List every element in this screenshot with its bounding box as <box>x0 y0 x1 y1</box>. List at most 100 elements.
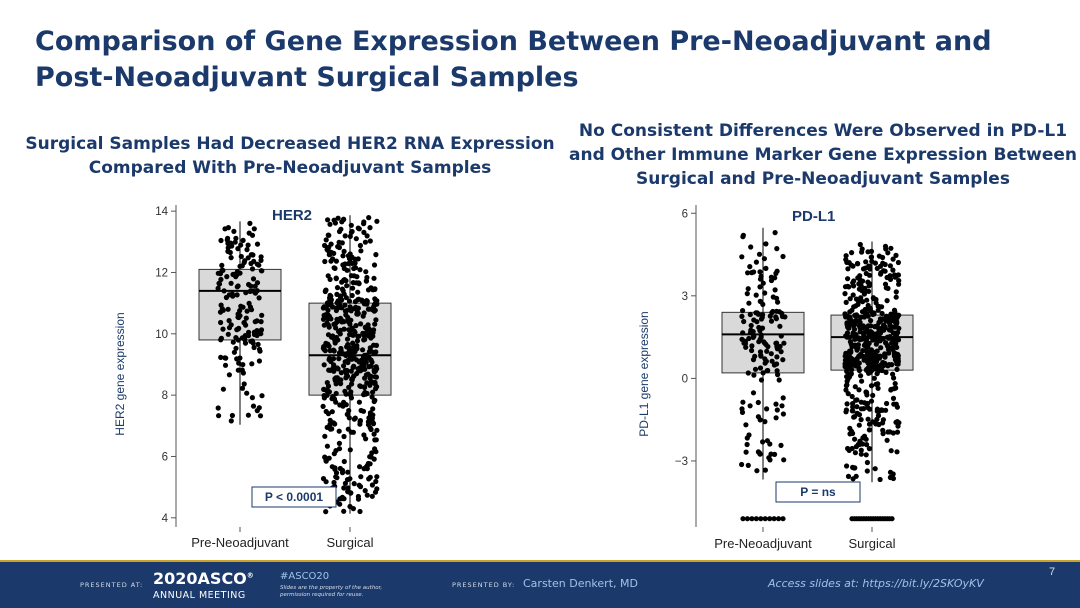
data-point <box>773 415 779 421</box>
data-point <box>233 235 239 241</box>
data-point <box>326 367 332 373</box>
data-point <box>325 232 331 238</box>
data-point <box>758 353 764 359</box>
data-point <box>757 276 764 282</box>
data-point <box>368 335 374 341</box>
data-point <box>367 410 373 416</box>
data-point <box>749 347 755 354</box>
data-point <box>739 406 745 412</box>
data-point <box>256 358 262 364</box>
data-point <box>324 424 330 430</box>
data-point <box>215 270 221 276</box>
data-point <box>874 348 880 354</box>
data-point <box>843 409 849 415</box>
data-point <box>242 337 248 343</box>
data-point <box>364 380 370 386</box>
data-point <box>336 428 342 434</box>
data-point <box>249 361 255 367</box>
data-point <box>361 229 367 235</box>
data-point <box>864 442 870 448</box>
data-point <box>349 292 355 299</box>
data-point <box>752 353 758 359</box>
data-point <box>764 368 770 374</box>
data-point <box>890 256 896 262</box>
data-point <box>750 390 757 396</box>
data-point <box>243 322 249 328</box>
data-point <box>223 294 229 301</box>
data-point <box>218 354 224 360</box>
data-point <box>858 283 864 289</box>
data-point <box>748 322 754 329</box>
data-point <box>249 338 255 344</box>
data-point <box>362 352 368 358</box>
data-point <box>350 285 356 291</box>
data-point <box>330 304 336 310</box>
data-point <box>357 464 363 470</box>
data-point <box>240 370 246 376</box>
data-point <box>864 297 870 303</box>
data-point <box>258 268 264 274</box>
data-point <box>351 481 357 487</box>
data-point <box>332 220 338 226</box>
data-point <box>893 401 899 407</box>
data-point <box>757 269 763 275</box>
data-point <box>367 345 373 351</box>
data-point <box>884 437 890 443</box>
data-point <box>254 318 260 324</box>
data-point <box>244 308 250 314</box>
data-point <box>773 314 779 320</box>
subtitle-her2: Surgical Samples Had Decreased HER2 RNA … <box>25 134 555 178</box>
data-point <box>856 387 862 393</box>
data-point <box>231 349 237 355</box>
data-point <box>345 426 351 432</box>
data-point <box>352 305 358 311</box>
data-point <box>863 259 869 265</box>
data-point <box>865 302 871 309</box>
data-point <box>329 464 335 470</box>
x-category-label: Pre-Neoadjuvant <box>191 535 289 550</box>
data-point <box>222 226 228 232</box>
data-point <box>844 401 850 407</box>
data-point <box>880 417 886 423</box>
data-point <box>355 225 361 231</box>
data-point <box>890 346 896 353</box>
data-point <box>363 391 369 397</box>
data-point <box>322 454 328 460</box>
data-point <box>868 398 875 404</box>
data-point <box>347 233 353 239</box>
data-point <box>238 242 244 248</box>
access-slides-link[interactable]: Access slides at: https://bit.ly/2SKOyKV <box>768 577 984 590</box>
data-point <box>226 372 232 378</box>
data-point <box>327 251 333 257</box>
data-point <box>226 318 232 324</box>
data-point <box>778 333 784 339</box>
data-point <box>346 298 353 304</box>
data-point <box>341 458 347 465</box>
data-point <box>758 377 765 383</box>
data-point <box>341 508 347 514</box>
data-point <box>766 455 772 461</box>
data-point <box>352 349 358 355</box>
data-point <box>772 275 778 281</box>
data-point <box>358 248 364 254</box>
data-point <box>339 219 345 225</box>
data-point <box>327 221 333 227</box>
data-point <box>852 342 858 348</box>
data-point <box>355 493 361 500</box>
data-point <box>892 317 898 323</box>
data-point <box>757 349 764 355</box>
data-point <box>853 332 859 338</box>
data-point <box>235 246 241 252</box>
data-point <box>863 452 869 458</box>
data-point <box>357 242 363 249</box>
data-point <box>224 274 230 280</box>
data-point <box>322 242 328 249</box>
data-point <box>323 387 329 393</box>
data-point <box>359 364 365 370</box>
data-point <box>241 381 247 387</box>
presenter-name: Carsten Denkert, MD <box>523 577 638 590</box>
data-point <box>767 441 773 447</box>
data-point <box>891 386 897 392</box>
p-value-box <box>251 486 337 508</box>
data-point <box>232 239 238 245</box>
